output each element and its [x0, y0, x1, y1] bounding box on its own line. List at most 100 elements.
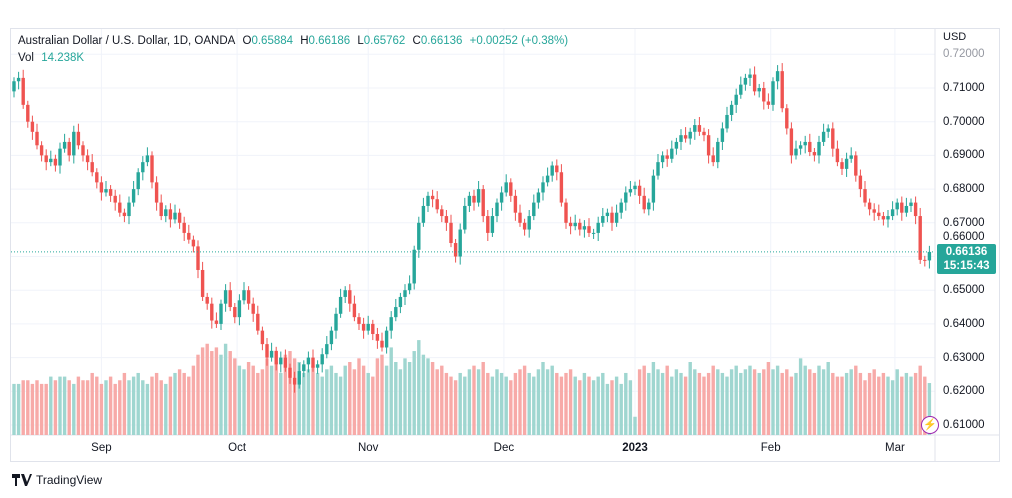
volume-bar — [159, 380, 163, 435]
candle-down — [637, 185, 642, 196]
volume-bar — [481, 362, 485, 435]
candle-down — [683, 135, 688, 139]
candle-down — [867, 202, 872, 210]
candle-up — [504, 182, 508, 193]
volume-bar — [173, 372, 177, 435]
candle-up — [803, 141, 807, 146]
volume-bar — [375, 358, 380, 435]
candle-up — [145, 155, 150, 163]
candle-up — [757, 88, 761, 92]
candle-down — [587, 226, 591, 233]
volume-bar — [573, 376, 577, 435]
candle-down — [564, 202, 568, 223]
candle-down — [380, 340, 384, 348]
volume-bar — [499, 372, 504, 435]
candle-up — [734, 94, 738, 105]
candle-up — [628, 189, 633, 193]
candle-up — [909, 202, 913, 206]
price-tick-label: 0.65000 — [943, 284, 985, 297]
candle-down — [246, 290, 251, 304]
volume-bar — [191, 365, 196, 435]
candle-up — [536, 192, 541, 203]
time-tick-label: 2023 — [622, 442, 648, 454]
open-value: 0.65884 — [251, 35, 294, 47]
candle-down — [555, 165, 559, 173]
volume-bar — [53, 380, 58, 435]
volume-bar — [762, 369, 766, 435]
candle-up — [886, 216, 890, 220]
candle-up — [849, 155, 853, 159]
lightning-icon[interactable]: ⚡ — [921, 416, 939, 434]
volume-bar — [21, 380, 25, 435]
volume-bar — [564, 372, 568, 435]
candle-up — [421, 205, 426, 223]
tradingview-logo[interactable]: TradingView — [12, 473, 102, 487]
volume-bar — [550, 365, 554, 435]
candle-up — [619, 202, 623, 213]
candle-up — [297, 371, 301, 385]
candle-up — [338, 296, 343, 314]
candle-up — [320, 354, 324, 365]
price-tick-label: 0.63000 — [943, 351, 985, 364]
candle-down — [509, 182, 513, 196]
candle-down — [260, 330, 265, 345]
candle-down — [182, 222, 186, 233]
candle-down — [610, 212, 614, 223]
volume-bar — [711, 365, 715, 435]
candle-down — [472, 195, 476, 203]
volume-bar — [67, 380, 71, 435]
volume-bar — [99, 383, 104, 435]
candle-down — [99, 182, 104, 193]
volume-bar — [242, 369, 246, 435]
volume-bar — [334, 372, 338, 435]
volume-bar — [568, 369, 573, 435]
volume-bar — [407, 362, 412, 435]
candle-up — [141, 162, 145, 173]
volume-bar — [269, 365, 274, 435]
volume-bar — [729, 369, 734, 435]
currency-label[interactable]: USD — [943, 31, 967, 43]
high-value: 0.66186 — [308, 35, 351, 47]
candle-down — [665, 155, 669, 159]
candle-down — [81, 145, 85, 156]
candle-down — [108, 189, 113, 196]
time-tick-label: Oct — [228, 442, 247, 454]
candle-down — [697, 125, 702, 132]
volume-bar — [127, 380, 131, 435]
volume-bar — [76, 376, 81, 435]
candle-up — [417, 222, 421, 250]
candle-down — [26, 104, 30, 122]
candle-down — [154, 182, 159, 203]
candle-down — [53, 158, 58, 166]
volume-bar — [279, 372, 283, 435]
symbol-title[interactable]: Australian Dollar / U.S. Dollar, 1D, OAN… — [18, 35, 236, 47]
volume-bar — [633, 416, 637, 435]
volume-bar — [536, 369, 541, 435]
candle-up — [716, 141, 720, 163]
candle-down — [113, 195, 117, 203]
candle-down — [435, 199, 439, 210]
volume-bar — [683, 376, 688, 435]
candle-down — [76, 131, 81, 146]
chart-frame — [10, 28, 1000, 462]
high-label: H — [300, 35, 309, 47]
candle-up — [366, 323, 370, 331]
volume-bar — [808, 369, 812, 435]
candle-down — [923, 259, 927, 261]
volume-bar — [886, 376, 890, 435]
candle-up — [403, 290, 407, 297]
candle-down — [311, 357, 315, 368]
candle-up — [467, 195, 472, 206]
candle-down — [90, 162, 94, 173]
ohlc-legend: Australian Dollar / U.S. Dollar, 1D, OAN… — [18, 35, 572, 47]
volume-bar — [325, 369, 329, 435]
candle-down — [39, 145, 44, 156]
volume-bar — [412, 351, 416, 435]
candle-down — [205, 296, 209, 304]
volume-bar — [513, 372, 518, 435]
candle-up — [798, 145, 803, 149]
volume-bar — [219, 354, 223, 435]
candle-down — [840, 162, 844, 169]
volume-bar — [274, 362, 278, 435]
